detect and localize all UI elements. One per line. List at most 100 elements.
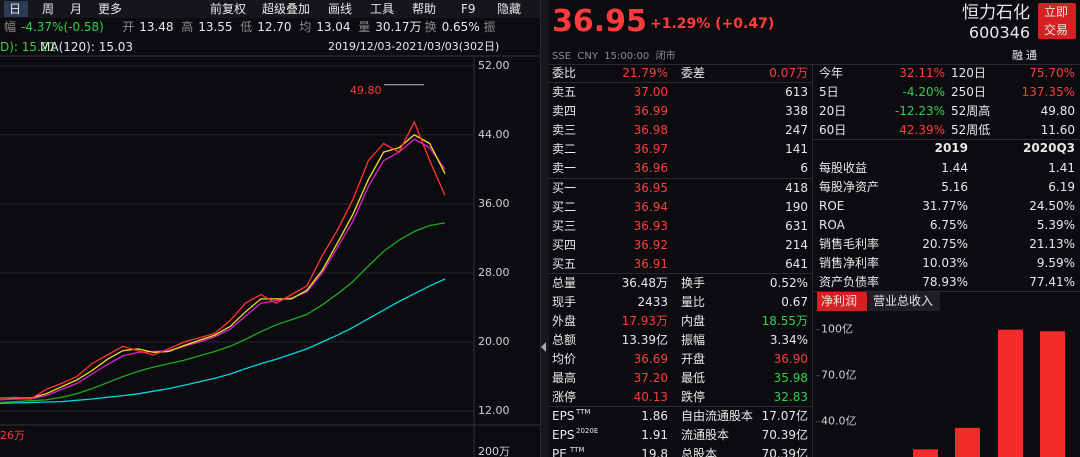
fin-value: 5.39% bbox=[1036, 218, 1075, 232]
order-volume: 214 bbox=[785, 238, 808, 252]
order-volume: 613 bbox=[785, 85, 808, 99]
y-tick-label: 52.00 bbox=[478, 59, 510, 72]
toolbar-item[interactable]: 前复权 bbox=[210, 2, 247, 16]
trade-button[interactable]: 交易 bbox=[1044, 23, 1069, 37]
quote-item: 13.48 bbox=[139, 20, 174, 34]
fin-value: 20.75% bbox=[922, 237, 968, 251]
order-level: 买四 bbox=[552, 238, 577, 252]
stat-label: 量比 bbox=[681, 295, 706, 309]
active-tab-bg bbox=[4, 1, 28, 17]
tab[interactable]: 营业总收入 bbox=[873, 294, 934, 308]
fund-sup: TTM bbox=[570, 446, 585, 454]
order-volume: 190 bbox=[785, 200, 808, 214]
perf-label: 250日 bbox=[951, 85, 986, 99]
fin-value: 1.41 bbox=[1048, 161, 1075, 175]
fin-value: 10.03% bbox=[922, 256, 968, 270]
stat-value: 0.67 bbox=[781, 295, 808, 309]
fund-label: EPS bbox=[552, 428, 575, 442]
tab-active-bg[interactable] bbox=[817, 292, 867, 311]
stat-value: 3.34% bbox=[769, 333, 808, 347]
y-tick-label: 28.00 bbox=[478, 266, 510, 279]
stat-value: 37.20 bbox=[633, 371, 668, 385]
stat-label: 总量 bbox=[552, 276, 577, 290]
fund-sup: TTM bbox=[576, 408, 591, 416]
divider bbox=[812, 64, 813, 457]
y-tick-label: 20.00 bbox=[478, 335, 510, 348]
trade-button-bg[interactable] bbox=[1038, 3, 1076, 39]
fin-value: 1.44 bbox=[941, 161, 968, 175]
toolbar-item[interactable]: 工具 bbox=[370, 2, 395, 16]
order-price: 36.92 bbox=[633, 238, 668, 252]
toolbar-item[interactable]: 周 bbox=[42, 2, 55, 16]
fund-value: 70.39亿 bbox=[761, 428, 808, 442]
fund-value: 70.39亿 bbox=[761, 447, 808, 457]
quote-item: -4.37%(-0.58) bbox=[21, 20, 104, 34]
trade-button[interactable]: 立即 bbox=[1044, 5, 1069, 19]
stat-value: 13.39亿 bbox=[621, 333, 668, 347]
quote-item: 量 bbox=[358, 20, 371, 34]
fund-value: 19.8 bbox=[641, 447, 668, 457]
stat-value: 36.69 bbox=[633, 352, 668, 366]
price-line bbox=[0, 222, 446, 404]
order-volume: 631 bbox=[785, 219, 808, 233]
perf-value: -12.23% bbox=[894, 104, 945, 118]
order-price: 36.97 bbox=[633, 142, 668, 156]
stat-value: 40.13 bbox=[633, 390, 668, 404]
perf-value: 32.11% bbox=[899, 66, 945, 80]
fund-value: 17.07亿 bbox=[761, 409, 808, 423]
order-price: 36.98 bbox=[633, 123, 668, 137]
fin-label: 销售毛利率 bbox=[819, 237, 880, 251]
fund-label: EPS bbox=[552, 409, 575, 423]
fund-label: 自由流通股本 bbox=[681, 409, 754, 423]
fin-value: 77.41% bbox=[1029, 275, 1075, 289]
fund-label: PE bbox=[552, 447, 567, 457]
y-tick-label: 100亿 bbox=[821, 323, 853, 336]
bar bbox=[998, 329, 1023, 457]
toolbar-item[interactable]: 隐藏 bbox=[497, 2, 522, 16]
toolbar-item[interactable]: 超级叠加 bbox=[262, 2, 311, 16]
tab-bg[interactable] bbox=[868, 292, 940, 311]
badge: 融 bbox=[1012, 49, 1023, 62]
collapse-arrow[interactable] bbox=[541, 342, 546, 352]
fund-label: 流通股本 bbox=[681, 428, 730, 442]
quote-item: 振 bbox=[483, 20, 496, 34]
order-level: 卖二 bbox=[552, 142, 577, 156]
stat-label: 最低 bbox=[681, 371, 706, 385]
order-price: 36.95 bbox=[633, 181, 668, 195]
date-range: 2019/12/03-2021/03/03(302日) bbox=[328, 40, 500, 53]
toolbar-item[interactable]: 月 bbox=[70, 2, 83, 16]
perf-value: 49.80 bbox=[1040, 104, 1075, 118]
order-level: 买一 bbox=[552, 181, 577, 195]
order-price: 36.93 bbox=[633, 219, 668, 233]
quote-item: 低 bbox=[240, 20, 253, 34]
badge: 通 bbox=[1026, 49, 1037, 62]
toolbar-item[interactable]: 更多 bbox=[98, 2, 123, 16]
divider bbox=[548, 406, 812, 407]
perf-label: 60日 bbox=[819, 123, 847, 137]
price-line bbox=[0, 120, 446, 400]
order-price: 36.96 bbox=[633, 161, 668, 175]
market-status: SSE CNY 15:00:00 闭市 bbox=[552, 51, 676, 62]
toolbar-item[interactable]: 日 bbox=[9, 2, 22, 16]
divider bbox=[548, 64, 1080, 65]
perf-label: 20日 bbox=[819, 104, 847, 118]
fin-value: 78.93% bbox=[922, 275, 968, 289]
label: 委比 bbox=[552, 66, 577, 80]
tab[interactable]: 净利润 bbox=[821, 294, 858, 308]
stat-value: 2433 bbox=[637, 295, 668, 309]
y-tick-label: 40.0亿 bbox=[821, 415, 857, 428]
fund-sup: 2020E bbox=[576, 427, 599, 435]
perf-value: 42.39% bbox=[899, 123, 945, 137]
order-volume: 6 bbox=[800, 161, 808, 175]
annotation: 49.80 bbox=[350, 84, 382, 97]
volume-label: 26万 bbox=[0, 429, 25, 442]
order-volume: 418 bbox=[785, 181, 808, 195]
fin-value: 6.75% bbox=[929, 218, 968, 232]
order-volume: 141 bbox=[785, 142, 808, 156]
stat-label: 涨停 bbox=[552, 390, 577, 404]
toolbar-item[interactable]: F9 bbox=[461, 2, 476, 16]
quote-item: 13.04 bbox=[316, 20, 351, 34]
divider bbox=[548, 273, 812, 274]
toolbar-item[interactable]: 画线 bbox=[328, 2, 353, 16]
toolbar-item[interactable]: 帮助 bbox=[412, 2, 437, 16]
